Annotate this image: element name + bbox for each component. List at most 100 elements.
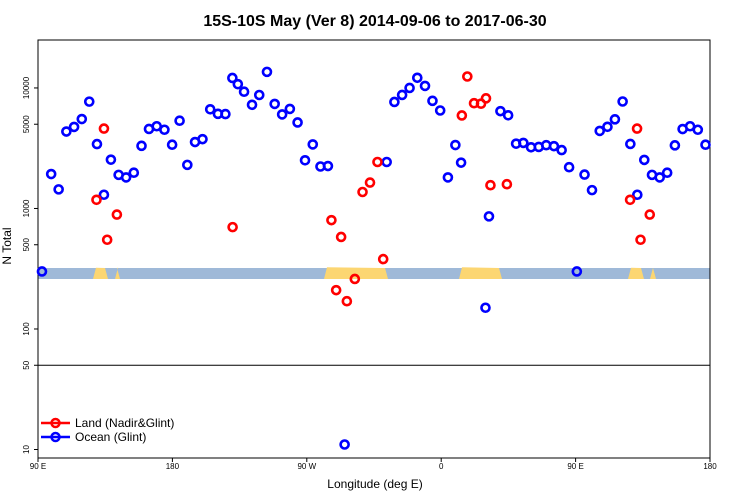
x-tick-label: 90 W bbox=[297, 462, 316, 471]
land-point bbox=[98, 123, 110, 134]
land-mask-area bbox=[324, 267, 388, 279]
ocean-point bbox=[36, 266, 48, 277]
land-mask-area bbox=[628, 267, 644, 279]
ocean-point bbox=[307, 139, 319, 150]
ocean-point bbox=[159, 124, 170, 136]
legend: Land (Nadir&Glint) Ocean (Glint) bbox=[41, 416, 174, 444]
ocean-point bbox=[105, 154, 117, 165]
land-point bbox=[480, 93, 492, 104]
land-point bbox=[349, 273, 361, 285]
land-mask-strip bbox=[38, 267, 710, 279]
ocean-point bbox=[661, 167, 673, 179]
ocean-point bbox=[284, 103, 296, 115]
land-point bbox=[377, 253, 389, 265]
x-tick-label: 180 bbox=[703, 462, 717, 471]
ocean-point bbox=[669, 140, 681, 151]
data-points bbox=[36, 66, 711, 450]
ocean-point bbox=[322, 160, 334, 172]
land-point bbox=[357, 186, 368, 198]
ocean-point bbox=[609, 114, 621, 125]
land-point bbox=[635, 234, 646, 246]
ocean-point bbox=[389, 96, 400, 108]
land-point bbox=[330, 284, 342, 296]
land-point bbox=[341, 295, 353, 307]
ocean-point bbox=[563, 161, 575, 173]
ocean-point bbox=[227, 72, 238, 84]
land-mask-area bbox=[650, 267, 656, 279]
land-point bbox=[485, 179, 496, 191]
land-mask-area bbox=[93, 267, 108, 279]
land-point bbox=[101, 234, 113, 246]
ocean-point bbox=[261, 66, 273, 78]
ocean-point bbox=[602, 121, 613, 133]
ocean-point bbox=[220, 108, 231, 120]
land-point bbox=[624, 194, 636, 206]
ocean-point bbox=[556, 144, 567, 156]
ocean-point bbox=[396, 89, 408, 101]
ocean-point bbox=[238, 86, 250, 97]
land-mask-area bbox=[115, 267, 120, 279]
ocean-point bbox=[455, 157, 467, 168]
ocean-point bbox=[276, 109, 288, 120]
ocean-point bbox=[518, 137, 529, 149]
ocean-point bbox=[246, 99, 258, 111]
ocean-point bbox=[638, 154, 650, 166]
ocean-point bbox=[76, 113, 88, 125]
ocean-point bbox=[166, 139, 178, 151]
ocean-point bbox=[120, 172, 132, 183]
ocean-point bbox=[61, 126, 72, 137]
y-axis: 10 50 100 500 1000 5000 10000 bbox=[22, 76, 38, 454]
ocean-point bbox=[45, 168, 57, 180]
ocean-point bbox=[197, 133, 208, 145]
ocean-point bbox=[269, 98, 280, 110]
ocean-point bbox=[412, 72, 423, 84]
ocean-point bbox=[480, 302, 491, 314]
ocean-point bbox=[692, 124, 704, 136]
ocean-point bbox=[548, 140, 560, 152]
plot-frame bbox=[37, 39, 711, 459]
ocean-point bbox=[98, 189, 110, 201]
land-point bbox=[91, 194, 102, 206]
ocean-point bbox=[174, 115, 185, 126]
land-point bbox=[501, 178, 513, 190]
y-tick-label: 10000 bbox=[22, 76, 31, 99]
land-point bbox=[456, 110, 468, 121]
land-mask-area bbox=[459, 267, 502, 279]
ocean-point bbox=[632, 189, 643, 201]
y-axis-label: N Total bbox=[0, 227, 14, 264]
x-tick-label: 90 E bbox=[30, 462, 46, 471]
ocean-point bbox=[91, 138, 103, 150]
ocean-point bbox=[625, 138, 636, 150]
ocean-point bbox=[502, 110, 514, 121]
land-point bbox=[462, 71, 473, 82]
ocean-point bbox=[654, 172, 666, 183]
ocean-point bbox=[339, 439, 350, 450]
chart-title: 15S-10S May (Ver 8) 2014-09-06 to 2017-0… bbox=[203, 13, 546, 30]
ocean-point bbox=[617, 96, 628, 107]
ocean-point bbox=[381, 156, 392, 168]
x-tick-label: 0 bbox=[439, 462, 444, 471]
x-axis-label: Longitude (deg E) bbox=[327, 477, 422, 491]
ocean-point bbox=[419, 80, 431, 92]
y-tick-label: 100 bbox=[22, 322, 31, 336]
ocean-point bbox=[579, 169, 590, 180]
y-tick-label: 50 bbox=[22, 360, 31, 369]
land-point bbox=[631, 123, 643, 134]
land-point bbox=[372, 156, 383, 168]
ocean-point bbox=[700, 139, 711, 151]
land-point bbox=[111, 209, 123, 220]
ocean-point bbox=[292, 117, 303, 128]
ocean-point bbox=[53, 184, 64, 195]
ocean-point bbox=[128, 167, 140, 179]
ocean-point bbox=[404, 82, 415, 94]
y-tick-label: 1000 bbox=[22, 199, 31, 217]
ocean-point bbox=[495, 105, 506, 117]
legend-marker-land bbox=[50, 417, 61, 429]
ocean-point bbox=[83, 96, 95, 107]
ocean-point bbox=[571, 266, 583, 277]
ocean-point bbox=[586, 184, 598, 196]
ocean-point bbox=[442, 172, 454, 183]
land-point bbox=[335, 231, 347, 243]
ocean-point bbox=[450, 139, 461, 151]
legend-marker-ocean bbox=[50, 431, 61, 443]
